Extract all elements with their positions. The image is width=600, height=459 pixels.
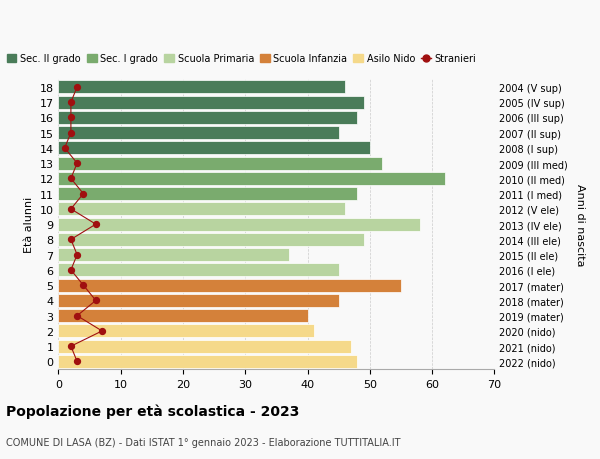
- Bar: [58, 340, 351, 353]
- Bar: [58, 96, 364, 109]
- Point: [66, 175, 76, 183]
- Point: [73, 84, 82, 91]
- Text: COMUNE DI LASA (BZ) - Dati ISTAT 1° gennaio 2023 - Elaborazione TUTTITALIA.IT: COMUNE DI LASA (BZ) - Dati ISTAT 1° genn…: [6, 437, 401, 447]
- Point: [66, 206, 76, 213]
- Point: [66, 267, 76, 274]
- Point: [73, 312, 82, 319]
- Text: Popolazione per età scolastica - 2023: Popolazione per età scolastica - 2023: [6, 404, 299, 419]
- Point: [73, 252, 82, 259]
- Y-axis label: Anni di nascita: Anni di nascita: [575, 184, 585, 266]
- Point: [66, 130, 76, 137]
- Point: [79, 282, 88, 289]
- Bar: [58, 325, 314, 338]
- Y-axis label: Età alunni: Età alunni: [24, 196, 34, 253]
- Bar: [58, 188, 358, 201]
- Point: [79, 190, 88, 198]
- Bar: [58, 203, 345, 216]
- Bar: [58, 234, 364, 246]
- Bar: [58, 264, 339, 277]
- Point: [91, 221, 101, 228]
- Point: [66, 114, 76, 122]
- Bar: [58, 294, 339, 307]
- Bar: [58, 355, 358, 368]
- Point: [66, 99, 76, 106]
- Bar: [58, 309, 308, 323]
- Point: [66, 236, 76, 244]
- Bar: [58, 279, 401, 292]
- Bar: [58, 112, 358, 124]
- Point: [73, 160, 82, 168]
- Bar: [58, 142, 370, 155]
- Point: [73, 358, 82, 365]
- Bar: [58, 249, 289, 262]
- Bar: [58, 81, 345, 94]
- Point: [60, 145, 70, 152]
- Bar: [58, 218, 420, 231]
- Point: [91, 297, 101, 304]
- Point: [97, 328, 107, 335]
- Bar: [58, 157, 382, 170]
- Legend: Sec. II grado, Sec. I grado, Scuola Primaria, Scuola Infanzia, Asilo Nido, Stran: Sec. II grado, Sec. I grado, Scuola Prim…: [3, 50, 481, 68]
- Point: [66, 343, 76, 350]
- Bar: [58, 173, 445, 185]
- Bar: [58, 127, 339, 140]
